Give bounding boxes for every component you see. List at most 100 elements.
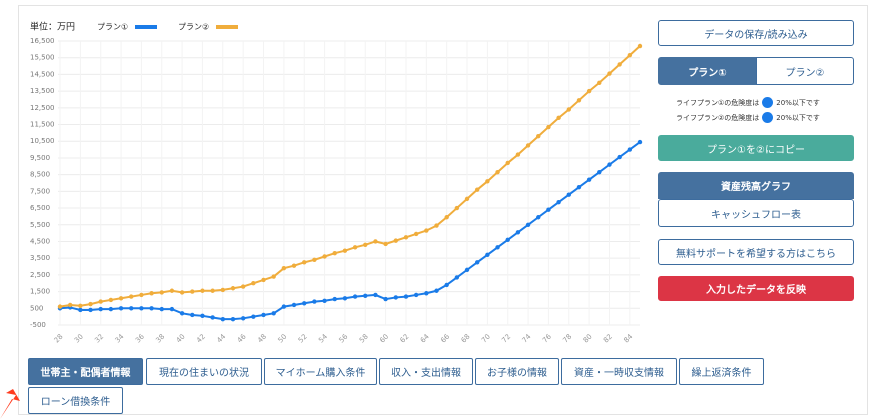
data-point	[566, 107, 571, 112]
tab[interactable]: お子様の情報	[475, 358, 559, 385]
data-point	[342, 248, 348, 253]
data-point	[169, 306, 175, 312]
data-point	[261, 312, 266, 318]
data-point	[637, 139, 643, 145]
y-tick-label: 11,500	[30, 121, 55, 129]
x-tick-label: 40	[175, 333, 187, 345]
data-point	[312, 257, 317, 263]
x-tick-label: 82	[602, 333, 614, 345]
data-point	[281, 266, 287, 271]
data-point	[586, 88, 592, 94]
data-point	[129, 306, 134, 311]
x-tick-label: 66	[439, 332, 451, 344]
data-point	[515, 152, 521, 157]
card	[18, 5, 868, 415]
x-tick-label: 50	[276, 333, 288, 345]
data-point	[576, 184, 582, 190]
data-point	[240, 284, 246, 289]
y-tick-label: 6,500	[30, 204, 50, 212]
chart: 単位：万円 -500 500 1,500 2,500 3,500 4,500 5,500 6,…	[30, 21, 643, 345]
data-point	[413, 231, 419, 237]
data-point	[78, 303, 83, 308]
data-point	[617, 154, 622, 160]
tab[interactable]: 繰上返済条件	[679, 358, 764, 385]
tab[interactable]: 現在の住まいの状況	[146, 358, 262, 385]
y-tick-label: 14,500	[30, 70, 55, 78]
support-button[interactable]: 無料サポートを希望する方はこちら	[658, 239, 854, 265]
x-tick-label: 70	[480, 333, 492, 345]
data-point	[546, 207, 551, 212]
x-tick-label: 34	[114, 332, 126, 344]
data-point	[566, 192, 571, 197]
data-point	[403, 294, 409, 299]
data-point	[352, 294, 358, 299]
save-load-button[interactable]: データの保存/読み込み	[658, 20, 854, 46]
x-tick-label: 62	[399, 333, 411, 345]
data-point	[525, 143, 531, 148]
data-point	[220, 287, 226, 293]
data-point	[495, 245, 500, 250]
copy-button[interactable]: プラン①を②にコピー	[658, 135, 854, 161]
view-button[interactable]: キャッシュフロー表	[658, 199, 854, 227]
data-point	[434, 288, 439, 293]
data-point	[363, 293, 368, 298]
tab[interactable]: 世帯主・配偶者情報	[28, 358, 143, 385]
y-tick-label: 13,500	[30, 87, 55, 95]
x-tick-label: 30	[73, 333, 85, 345]
y-tick-label: 8,500	[30, 171, 50, 179]
data-point	[617, 62, 622, 67]
data-point	[129, 294, 134, 299]
data-point	[546, 124, 551, 130]
data-point	[200, 313, 205, 319]
data-point	[393, 295, 398, 300]
data-point	[261, 277, 266, 283]
view-button[interactable]: 資産残高グラフ	[658, 172, 854, 199]
tab[interactable]: 収入・支出情報	[379, 358, 473, 385]
data-point	[444, 215, 449, 220]
data-point	[179, 290, 185, 295]
data-point	[251, 281, 256, 286]
x-tick-label: 84	[622, 332, 634, 344]
risk-text: ライフプラン①の危険度は	[676, 98, 760, 107]
data-point	[220, 316, 226, 322]
data-point	[322, 298, 327, 303]
data-point	[607, 71, 612, 76]
data-point	[190, 312, 195, 318]
data-point	[424, 291, 429, 296]
data-point	[88, 307, 93, 313]
x-tick-label: 72	[500, 333, 512, 345]
risk-dot	[762, 97, 774, 108]
x-tick-label: 64	[419, 332, 431, 344]
data-point	[230, 316, 236, 322]
pointer-arrow	[0, 389, 20, 419]
x-tick-label: 36	[134, 332, 146, 344]
data-point	[98, 306, 103, 312]
data-point	[139, 306, 144, 311]
legend-swatch	[216, 25, 238, 29]
y-tick-label: 1,500	[30, 288, 50, 296]
y-tick-label: 2,500	[30, 271, 50, 279]
x-tick-label: 56	[338, 332, 350, 344]
data-point	[464, 196, 470, 202]
risk-dot	[762, 112, 774, 123]
data-point	[536, 134, 541, 139]
data-point	[576, 98, 582, 103]
data-point	[271, 311, 276, 316]
tab[interactable]: マイホーム購入条件	[264, 358, 377, 385]
x-tick-label: 48	[256, 333, 268, 345]
data-point	[98, 299, 103, 304]
risk-text: ライフプラン②の危険度は	[676, 113, 760, 122]
data-point	[424, 228, 429, 233]
plan-tab[interactable]: プラン①	[658, 57, 757, 85]
data-point	[88, 301, 93, 307]
tab[interactable]: 資産・一時収支情報	[561, 358, 677, 385]
data-point	[159, 290, 164, 295]
x-tick-label: 54	[317, 332, 329, 344]
x-tick-label: 76	[541, 332, 553, 344]
apply-button[interactable]: 入力したデータを反映	[658, 276, 854, 301]
tab[interactable]: ローン借換条件	[28, 387, 123, 414]
data-point	[139, 292, 144, 298]
y-tick-label: 5,500	[30, 221, 50, 229]
plan-tab[interactable]: プラン②	[756, 57, 854, 85]
